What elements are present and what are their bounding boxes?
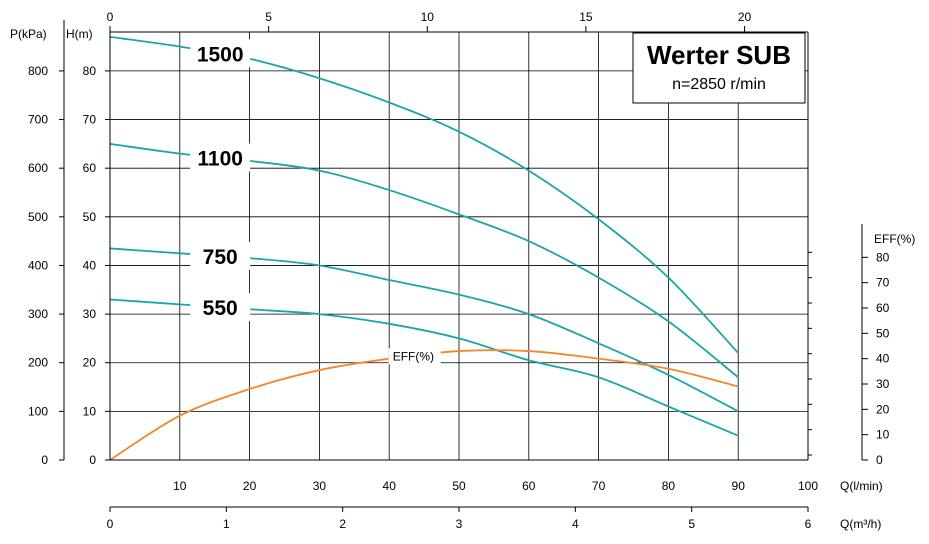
top-tick-label: 15 [579, 10, 593, 24]
curve-label-1500: 1500 [197, 43, 244, 66]
pressure-tick-label: 0 [41, 453, 48, 467]
pressure-tick-label: 600 [28, 161, 48, 175]
curve-label-750: 750 [203, 246, 238, 269]
x-tick-label: 10 [173, 479, 187, 493]
curve-efficiency [109, 349, 739, 461]
x-tick-label: 90 [732, 479, 746, 493]
eff-tick-label: 10 [876, 428, 890, 442]
head-tick-label: 50 [83, 210, 97, 224]
x-tick-label: 20 [243, 479, 257, 493]
x-tick-label: 80 [662, 479, 676, 493]
x-axis-label-lmin: Q(l/min) [840, 479, 883, 493]
eff-curve-label: EFF(%) [393, 349, 434, 363]
x-tick-label: 100 [798, 479, 818, 493]
x-tick-label: 70 [592, 479, 606, 493]
head-tick-label: 10 [83, 404, 97, 418]
eff-tick-label: 60 [876, 301, 890, 315]
m3h-tick-label: 1 [223, 517, 230, 531]
chart-subtitle: n=2850 r/min [672, 76, 766, 93]
eff-tick-label: 40 [876, 352, 890, 366]
head-tick-label: 70 [83, 113, 97, 127]
x-axis-label-m3h: Q(m³/h) [840, 517, 881, 531]
eff-tick-label: 70 [876, 276, 890, 290]
pressure-tick-label: 500 [28, 210, 48, 224]
x-tick-label: 60 [522, 479, 536, 493]
eff-tick-label: 30 [876, 377, 890, 391]
m3h-tick-label: 4 [572, 517, 579, 531]
head-tick-label: 20 [83, 356, 97, 370]
m3h-tick-label: 6 [805, 517, 812, 531]
pressure-tick-label: 300 [28, 307, 48, 321]
eff-tick-label: 20 [876, 402, 890, 416]
pressure-tick-label: 400 [28, 258, 48, 272]
head-tick-label: 30 [83, 307, 97, 321]
title-box-frame [632, 32, 806, 104]
axes [59, 20, 868, 512]
pressure-tick-label: 700 [28, 113, 48, 127]
curve-label-bg [190, 293, 251, 322]
head-tick-label: 60 [83, 161, 97, 175]
eff-label-bg [388, 348, 441, 365]
chart-title: Werter SUB [647, 40, 791, 70]
head-tick-label: 0 [89, 453, 96, 467]
pressure-tick-label: 100 [28, 404, 48, 418]
curve-label-bg [190, 39, 251, 68]
pressure-tick-label: 800 [28, 64, 48, 78]
m3h-tick-label: 0 [107, 517, 114, 531]
m3h-tick-label: 3 [456, 517, 463, 531]
top-tick-label: 5 [265, 10, 272, 24]
head-tick-label: 40 [83, 258, 97, 272]
eff-axis-label: EFF(%) [874, 232, 915, 246]
x-tick-label: 50 [452, 479, 466, 493]
eff-tick-label: 50 [876, 326, 890, 340]
top-tick-label: 20 [738, 10, 752, 24]
eff-tick-label: 80 [876, 250, 890, 264]
x-tick-label: 30 [313, 479, 327, 493]
head-tick-label: 80 [83, 64, 97, 78]
x-tick-label: 40 [383, 479, 397, 493]
pressure-axis-label: P(kPa) [10, 27, 47, 41]
m3h-tick-label: 2 [339, 517, 346, 531]
title-box: Werter SUB n=2850 r/min [632, 32, 806, 104]
pressure-tick-label: 200 [28, 356, 48, 370]
curve-label-bg [190, 143, 251, 172]
curve-label-bg [190, 241, 251, 270]
curve-label-550: 550 [203, 297, 238, 320]
top-tick-label: 10 [421, 10, 435, 24]
curve-label-1100: 1100 [197, 148, 243, 171]
top-tick-label: 0 [107, 10, 114, 24]
m3h-tick-label: 5 [688, 517, 695, 531]
eff-tick-label: 0 [876, 453, 883, 467]
head-axis-label: H(m) [66, 27, 93, 41]
